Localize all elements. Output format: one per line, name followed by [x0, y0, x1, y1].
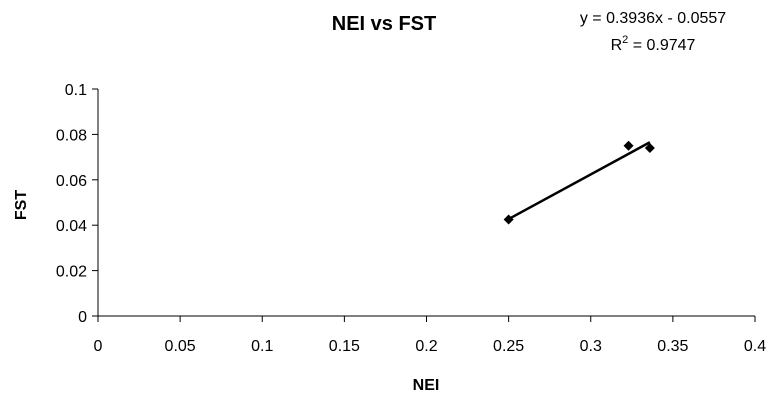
- x-tick-label: 0.35: [657, 338, 688, 355]
- chart-title: NEI vs FST: [332, 13, 436, 35]
- data-point: [644, 143, 655, 154]
- x-tick-label: 0.3: [580, 338, 602, 355]
- y-tick-label: 0: [78, 309, 87, 326]
- plot-area: 0 0.02 0.04 0.06 0.08 0.1 0 0.05 0.1 0.15 0.2 0.25 0…: [56, 82, 766, 355]
- y-tick-label: 0.02: [56, 264, 87, 281]
- r-squared-label: R2 = 0.9747: [611, 34, 696, 54]
- y-tick-label: 0.04: [56, 218, 87, 235]
- r-squared-superscript: 2: [622, 34, 628, 46]
- data-point: [623, 140, 634, 151]
- x-tick-label: 0.2: [415, 338, 437, 355]
- x-tick-label: 0.15: [329, 338, 360, 355]
- x-tick-label: 0.4: [744, 338, 766, 355]
- y-tick-label: 0.1: [65, 82, 87, 99]
- x-tick-label: 0.1: [251, 338, 273, 355]
- trendline-equation: y = 0.3936x - 0.0557: [580, 10, 726, 27]
- trendline: [508, 141, 651, 221]
- y-tick-label: 0.06: [56, 173, 87, 190]
- r-squared-value: = 0.9747: [628, 37, 695, 54]
- x-tick-label: 0.25: [493, 338, 524, 355]
- x-tick-label: 0: [94, 338, 103, 355]
- y-axis-label: FST: [13, 190, 30, 220]
- x-tick-label: 0.05: [165, 338, 196, 355]
- x-axis-label: NEI: [413, 377, 440, 394]
- r-squared-prefix: R: [611, 37, 623, 54]
- y-tick-label: 0.08: [56, 127, 87, 144]
- data-point: [503, 214, 514, 225]
